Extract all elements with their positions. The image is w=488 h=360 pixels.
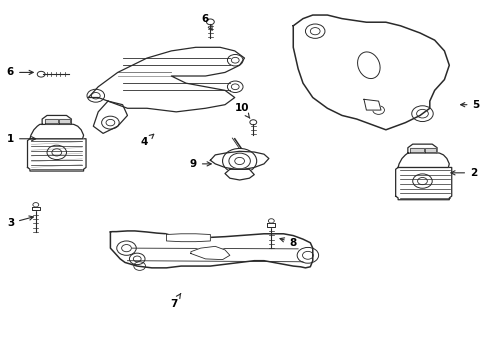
Polygon shape [395,167,451,200]
Circle shape [47,145,66,159]
Text: 4: 4 [141,134,153,147]
Polygon shape [32,207,40,211]
Circle shape [222,148,256,174]
Polygon shape [59,119,70,123]
Polygon shape [293,15,448,130]
Polygon shape [407,144,436,153]
Polygon shape [267,223,275,226]
Polygon shape [30,123,83,139]
Text: 6: 6 [202,14,212,30]
Text: 7: 7 [170,293,181,309]
Text: 2: 2 [450,168,476,178]
Polygon shape [42,116,71,125]
Text: 9: 9 [189,159,211,169]
Text: 8: 8 [280,238,296,248]
Polygon shape [224,169,254,180]
Polygon shape [88,47,244,112]
Polygon shape [397,151,448,167]
Polygon shape [110,231,312,268]
Circle shape [412,174,431,188]
Polygon shape [363,99,380,110]
Text: 5: 5 [460,100,479,110]
Polygon shape [424,148,435,152]
Polygon shape [409,148,423,152]
Polygon shape [27,139,86,171]
Text: 10: 10 [234,103,249,118]
Polygon shape [166,234,210,242]
Text: 1: 1 [7,134,36,144]
Polygon shape [210,151,268,169]
Text: 3: 3 [7,216,33,228]
Polygon shape [190,246,229,260]
Polygon shape [44,119,58,123]
Text: 6: 6 [7,67,33,77]
Polygon shape [93,101,127,134]
